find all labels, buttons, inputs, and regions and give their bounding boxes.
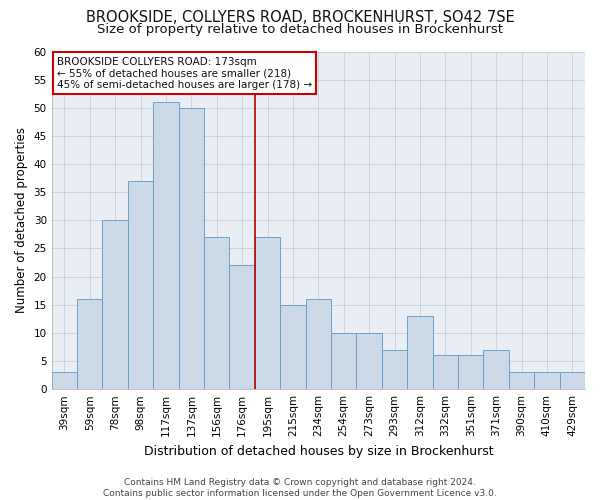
Bar bbox=[103, 220, 128, 389]
Bar bbox=[458, 356, 484, 389]
Bar bbox=[77, 299, 103, 389]
Bar bbox=[255, 237, 280, 389]
Bar bbox=[305, 299, 331, 389]
Bar bbox=[433, 356, 458, 389]
Bar bbox=[509, 372, 534, 389]
Text: BROOKSIDE, COLLYERS ROAD, BROCKENHURST, SO42 7SE: BROOKSIDE, COLLYERS ROAD, BROCKENHURST, … bbox=[86, 10, 514, 25]
Bar bbox=[128, 181, 153, 389]
Text: BROOKSIDE COLLYERS ROAD: 173sqm
← 55% of detached houses are smaller (218)
45% o: BROOKSIDE COLLYERS ROAD: 173sqm ← 55% of… bbox=[57, 56, 312, 90]
Bar bbox=[356, 333, 382, 389]
Bar bbox=[229, 266, 255, 389]
Bar bbox=[153, 102, 179, 389]
Text: Size of property relative to detached houses in Brockenhurst: Size of property relative to detached ho… bbox=[97, 22, 503, 36]
Y-axis label: Number of detached properties: Number of detached properties bbox=[15, 128, 28, 314]
Bar bbox=[560, 372, 585, 389]
Bar bbox=[534, 372, 560, 389]
Bar bbox=[280, 305, 305, 389]
Bar bbox=[382, 350, 407, 389]
Bar bbox=[179, 108, 204, 389]
Text: Contains HM Land Registry data © Crown copyright and database right 2024.
Contai: Contains HM Land Registry data © Crown c… bbox=[103, 478, 497, 498]
Bar bbox=[484, 350, 509, 389]
Bar bbox=[52, 372, 77, 389]
Bar bbox=[407, 316, 433, 389]
Bar bbox=[204, 237, 229, 389]
X-axis label: Distribution of detached houses by size in Brockenhurst: Distribution of detached houses by size … bbox=[143, 444, 493, 458]
Bar bbox=[331, 333, 356, 389]
